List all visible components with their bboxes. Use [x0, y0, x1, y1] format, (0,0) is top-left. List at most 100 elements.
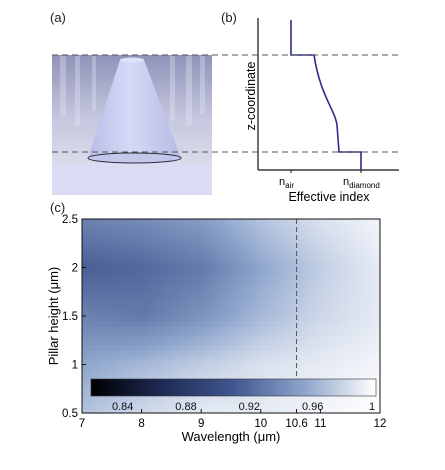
heatmap-cell	[350, 286, 356, 293]
heatmap-cell	[365, 219, 371, 225]
heatmap-cell	[96, 267, 103, 273]
heatmap-cell	[231, 369, 237, 375]
heatmap-cell	[221, 325, 227, 332]
heatmap-cell	[370, 320, 376, 327]
heatmap-cell	[315, 408, 321, 414]
heatmap-cell	[111, 354, 118, 361]
heatmap-cell	[250, 301, 257, 307]
heatmap-cell	[111, 248, 118, 254]
heatmap-cell	[116, 306, 123, 312]
heatmap-cell	[335, 238, 341, 244]
heatmap-cell	[211, 349, 217, 356]
heatmap-cell	[131, 233, 138, 239]
heatmap-cell	[101, 223, 108, 230]
heatmap-cell	[290, 233, 297, 239]
colorbar-tick-label: 1	[369, 401, 375, 413]
heatmap-cell	[370, 291, 376, 298]
heatmap-cell	[280, 262, 287, 269]
heatmap-cell	[151, 223, 158, 230]
x-tick-label: 10.6	[285, 418, 307, 430]
heatmap-cell	[260, 267, 267, 273]
heatmap-cell	[265, 311, 272, 317]
heatmap-cell	[221, 228, 227, 235]
heatmap-cell	[121, 291, 128, 298]
heatmap-cell	[290, 393, 297, 400]
heatmap-cell	[350, 359, 356, 366]
heatmap-cell	[91, 403, 98, 409]
heatmap-cell	[151, 228, 158, 235]
heatmap-cell	[300, 262, 307, 269]
heatmap-cell	[126, 272, 133, 278]
heatmap-cell	[305, 311, 312, 317]
heatmap-cell	[161, 374, 168, 380]
heatmap-cell	[260, 223, 267, 230]
heatmap-cell	[240, 349, 247, 356]
heatmap-cell	[325, 374, 331, 380]
heatmap-cell	[315, 403, 321, 409]
heatmap-cell	[270, 398, 277, 404]
heatmap-cell	[235, 364, 242, 370]
heatmap-cell	[355, 248, 361, 254]
heatmap-cell	[235, 219, 242, 225]
heatmap-cell	[216, 335, 222, 341]
heatmap-cell	[206, 316, 212, 322]
heatmap-cell	[315, 316, 321, 322]
heatmap-cell	[275, 345, 282, 351]
heatmap-cell	[126, 228, 133, 235]
heatmap-cell	[176, 252, 182, 259]
heatmap-cell	[320, 248, 326, 254]
heatmap-cell	[86, 272, 93, 278]
heatmap-cell	[86, 354, 93, 361]
heatmap-cell	[216, 340, 222, 346]
heatmap-cell	[82, 316, 88, 322]
heatmap-cell	[91, 243, 98, 249]
heatmap-cell	[300, 398, 307, 404]
heatmap-cell	[295, 291, 302, 298]
heatmap-cell	[245, 316, 252, 322]
heatmap-cell	[345, 286, 351, 293]
heatmap-cell	[171, 252, 177, 259]
heatmap-cell	[325, 291, 331, 298]
heatmap-cell	[265, 252, 272, 259]
heatmap-cell	[121, 277, 128, 283]
heatmap-cell	[265, 369, 272, 375]
heatmap-cell	[101, 403, 108, 409]
heatmap-cell	[260, 301, 267, 307]
heatmap-cell	[345, 374, 351, 380]
heatmap-cell	[196, 282, 202, 288]
heatmap-cell	[335, 320, 341, 327]
heatmap-cell	[221, 354, 227, 361]
heatmap-cell	[255, 272, 262, 278]
heatmap-cell	[330, 359, 336, 366]
heatmap-cell	[295, 233, 302, 239]
heatmap-cell	[365, 228, 371, 235]
heatmap-cell	[111, 301, 118, 307]
heatmap-cell	[300, 408, 307, 414]
heatmap-cell	[91, 330, 98, 336]
heatmap-cell	[206, 262, 212, 269]
heatmap-cell	[161, 345, 168, 351]
heatmap-cell	[161, 364, 168, 370]
heatmap-cell	[176, 359, 182, 366]
panel-c-label: (c)	[50, 200, 65, 215]
heatmap-cell	[211, 403, 217, 409]
heatmap-cell	[226, 306, 232, 312]
colorbar: 0.84 0.88 0.92 0.96 1	[90, 378, 377, 413]
heatmap-cell	[96, 257, 103, 264]
heatmap-cell	[300, 243, 307, 249]
heatmap-cell	[216, 403, 222, 409]
heatmap-cell	[300, 238, 307, 244]
heatmap-cell	[166, 316, 172, 322]
heatmap-cell	[176, 369, 182, 375]
heatmap-cell	[146, 252, 153, 259]
heatmap-cell	[106, 243, 113, 249]
colorbar-tick-label: 0.92	[239, 401, 260, 413]
heatmap-cell	[151, 248, 158, 254]
heatmap-cell	[260, 257, 267, 264]
heatmap-cell	[206, 349, 212, 356]
heatmap-cell	[146, 408, 153, 414]
heatmap-cell	[305, 320, 312, 327]
heatmap-cell	[360, 340, 366, 346]
heatmap-cell	[141, 248, 148, 254]
heatmap-cell	[280, 272, 287, 278]
